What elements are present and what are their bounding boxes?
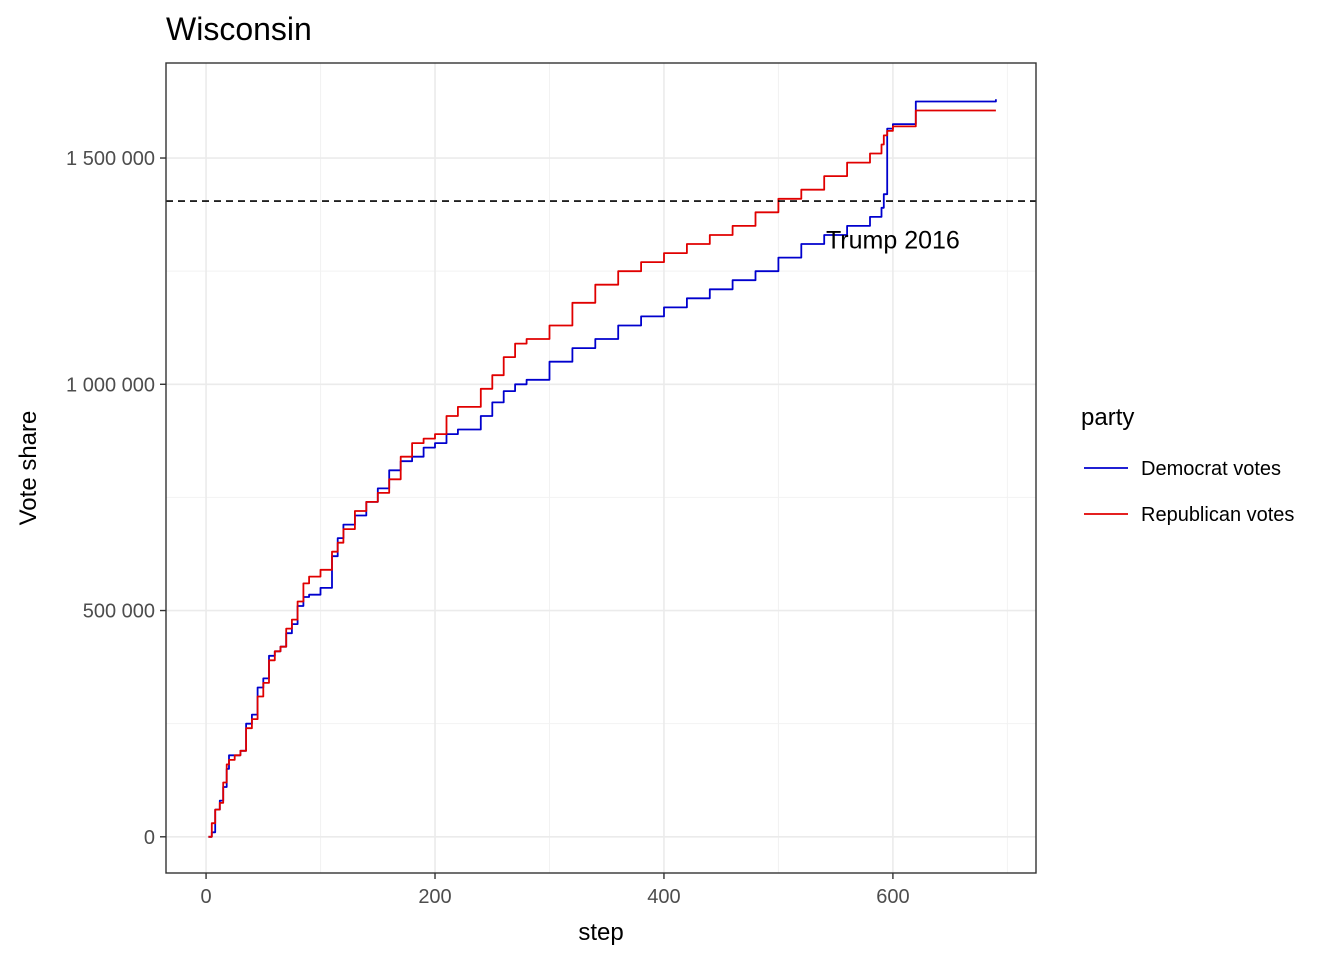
series-lines bbox=[208, 99, 997, 838]
plot-panel-border bbox=[165, 62, 1037, 874]
x-tick-label: 0 bbox=[201, 886, 212, 908]
y-tick-label: 500 000 bbox=[83, 601, 155, 623]
x-axis: 0 200 400 600 bbox=[201, 873, 910, 908]
series-line-democrat-votes bbox=[208, 99, 997, 838]
legend: party Democrat votes Republican votes bbox=[1081, 404, 1294, 526]
legend-label-republican-votes: Republican votes bbox=[1141, 504, 1294, 526]
series-line-republican-votes bbox=[208, 109, 996, 838]
x-axis-title: step bbox=[578, 919, 623, 946]
x-tick-label: 600 bbox=[876, 886, 909, 908]
y-tick-label: 1 000 000 bbox=[66, 374, 155, 396]
chart-title: Wisconsin bbox=[166, 11, 312, 47]
plot-background bbox=[166, 63, 1036, 873]
legend-label-democrat-votes: Democrat votes bbox=[1141, 458, 1281, 480]
x-tick-label: 200 bbox=[418, 886, 451, 908]
y-axis-title: Vote share bbox=[15, 411, 42, 526]
legend-title: party bbox=[1081, 404, 1134, 431]
y-tick-label: 0 bbox=[144, 827, 155, 849]
y-axis: 0 500 000 1 000 000 1 500 000 bbox=[66, 148, 166, 849]
x-tick-label: 400 bbox=[647, 886, 680, 908]
reference-line-label: Trump 2016 bbox=[826, 226, 960, 254]
major-gridlines bbox=[166, 63, 1036, 873]
y-tick-label: 1 500 000 bbox=[66, 148, 155, 170]
